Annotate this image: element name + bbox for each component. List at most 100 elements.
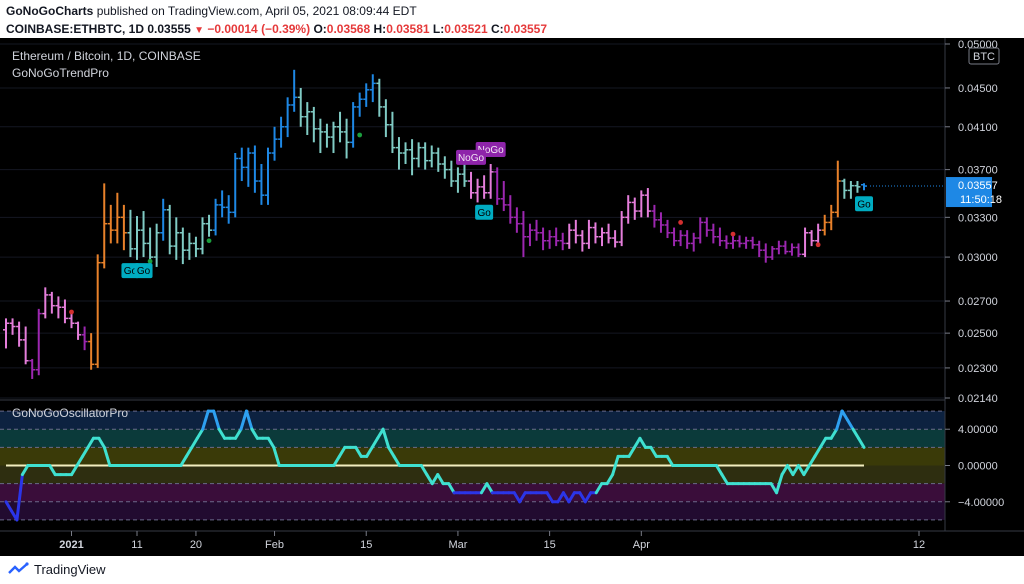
osc-segment <box>649 445 658 458</box>
osc-segment <box>851 427 861 440</box>
footer: TradingView <box>0 556 1024 584</box>
ohlc-bar <box>559 232 566 251</box>
osc-band-strong-nogo <box>0 501 945 520</box>
osc-segment <box>857 436 866 449</box>
osc-segment <box>840 409 850 422</box>
ohlc-bar <box>710 223 717 244</box>
ohlc-bar <box>651 204 658 228</box>
ohlc-bar <box>323 123 330 148</box>
osc-segment <box>775 473 784 495</box>
ohlc-bar <box>107 204 114 244</box>
ohlc-bar <box>716 227 723 247</box>
ohlc-bar <box>206 214 213 237</box>
time-tick-label: Mar <box>448 539 467 551</box>
currency-label: BTC <box>973 51 995 63</box>
osc-segment <box>578 491 587 504</box>
ohlc-bar <box>605 223 612 244</box>
osc-segment <box>212 409 221 431</box>
price-grid <box>0 43 945 399</box>
ohlc-bar <box>88 333 95 370</box>
ohlc-bar <box>697 217 704 244</box>
close-label: C: <box>490 22 504 36</box>
ohlc-bar <box>48 291 55 314</box>
ohlc-bar <box>618 211 625 247</box>
signal-dot <box>730 231 736 237</box>
price-tick-label: 0.04500 <box>958 83 998 95</box>
signal-text: NoGo <box>458 153 485 164</box>
osc-segment <box>387 445 396 458</box>
ohlc-bar <box>428 145 435 168</box>
price-tick-label: 0.02700 <box>958 296 998 308</box>
osc-segment <box>567 491 576 504</box>
price-tick-label: 0.03300 <box>958 212 998 224</box>
ohlc-bar <box>441 156 448 179</box>
osc-segment <box>81 445 90 458</box>
ohlc-bar <box>271 126 278 161</box>
ohlc-bar <box>657 212 664 233</box>
tradingview-brand[interactable]: TradingView <box>34 562 106 577</box>
signal-text: Go <box>857 199 871 210</box>
price-tick-label: 0.02300 <box>958 363 998 375</box>
ohlc-bar <box>677 230 684 247</box>
ohlc-bar <box>723 235 730 249</box>
ohlc-bar <box>101 183 108 269</box>
osc-band-strong-go <box>0 411 945 430</box>
ohlc-bar <box>821 214 828 236</box>
ohlc-bar <box>487 164 494 199</box>
publisher-name[interactable]: GoNoGoCharts <box>6 4 94 18</box>
ohlc-bar <box>61 299 68 324</box>
price-axis[interactable]: 0.050000.045000.041000.037000.033000.030… <box>945 39 998 405</box>
time-axis[interactable]: 2021 11 20 Feb 15 Mar 15 Apr 12 <box>59 531 925 551</box>
osc-segment <box>234 427 243 440</box>
tradingview-logo-icon[interactable] <box>8 562 30 576</box>
osc-segment <box>791 464 800 477</box>
ohlc-bar <box>526 223 533 247</box>
osc-segment <box>802 464 811 477</box>
time-tick-label: Apr <box>633 539 650 551</box>
ohlc-bar <box>409 139 416 176</box>
ohlc-bar <box>500 181 507 212</box>
osc-tick-label: 4.00000 <box>958 424 998 436</box>
signal-dot <box>357 132 363 138</box>
osc-segment <box>4 500 13 513</box>
osc-band-neutral-high <box>0 447 945 466</box>
open-label: O: <box>313 22 327 36</box>
ohlc-bar <box>769 246 776 260</box>
osc-segment <box>97 436 106 449</box>
ohlc-bar <box>212 198 219 236</box>
ohlc-bar <box>782 240 789 255</box>
currency-badge[interactable]: BTC <box>968 47 1000 65</box>
osc-segment <box>807 454 817 467</box>
signal-dot <box>206 238 212 244</box>
ohlc-bar <box>160 198 167 241</box>
oscillator-axis[interactable]: 4.00000 0.00000 −4.00000 <box>945 424 1004 509</box>
ohlc-bar <box>55 296 62 319</box>
ohlc-bar <box>310 106 317 143</box>
osc-segment <box>381 427 391 449</box>
chart-area[interactable]: Go Go NoGo NoGo Go Go 0.05000 0.04500 0.04100 0.… <box>0 38 1024 556</box>
ohlc-bar <box>631 197 638 220</box>
price-tick-label: 0.04100 <box>958 122 998 134</box>
osc-segment <box>556 491 565 504</box>
ohlc-bar <box>690 232 697 252</box>
osc-segment <box>785 464 795 477</box>
go-signal-label: Go <box>855 196 873 212</box>
ohlc-bar <box>638 190 645 218</box>
high-label: H: <box>373 22 387 36</box>
ohlc-bar <box>520 211 527 258</box>
ohlc-bar <box>166 204 173 255</box>
ohlc-bar <box>356 92 363 117</box>
ohlc-bar <box>422 142 429 170</box>
osc-segment <box>201 409 210 431</box>
time-tick-label: 11 <box>131 539 142 551</box>
time-tick-label: 2021 <box>59 539 83 551</box>
ohlc-bar <box>684 230 691 249</box>
signal-text: Go <box>124 266 138 277</box>
last-price: 0.03555 <box>147 22 191 36</box>
down-triangle-icon: ▼ <box>194 25 204 36</box>
indicator-name: GoNoGoTrendPro <box>12 66 109 80</box>
price-change: −0.00014 (−0.39%) <box>207 22 311 36</box>
osc-segment <box>244 409 254 431</box>
go-signal-label: Go <box>134 263 153 279</box>
